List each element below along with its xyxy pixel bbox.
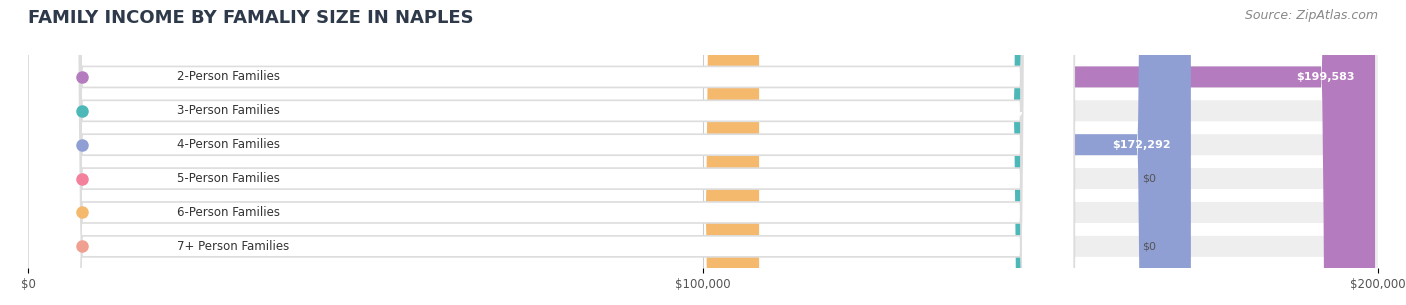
FancyBboxPatch shape: [28, 0, 1191, 305]
FancyBboxPatch shape: [28, 0, 1074, 305]
FancyBboxPatch shape: [28, 0, 1378, 305]
FancyBboxPatch shape: [28, 0, 1074, 305]
Text: 3-Person Families: 3-Person Families: [177, 104, 280, 117]
FancyBboxPatch shape: [28, 0, 1074, 305]
Text: 5-Person Families: 5-Person Families: [177, 172, 280, 185]
FancyBboxPatch shape: [28, 0, 1074, 305]
Text: $153,958: $153,958: [988, 106, 1047, 116]
Text: $0: $0: [1142, 174, 1156, 184]
Text: Source: ZipAtlas.com: Source: ZipAtlas.com: [1244, 9, 1378, 22]
FancyBboxPatch shape: [28, 0, 1375, 305]
FancyBboxPatch shape: [28, 0, 1067, 305]
FancyBboxPatch shape: [28, 0, 1074, 305]
Text: $199,583: $199,583: [1296, 72, 1355, 82]
Text: FAMILY INCOME BY FAMALIY SIZE IN NAPLES: FAMILY INCOME BY FAMALIY SIZE IN NAPLES: [28, 9, 474, 27]
Text: 6-Person Families: 6-Person Families: [177, 206, 280, 219]
FancyBboxPatch shape: [28, 0, 1074, 305]
FancyBboxPatch shape: [28, 0, 1378, 305]
FancyBboxPatch shape: [28, 0, 1378, 305]
Text: 2-Person Families: 2-Person Families: [177, 70, 280, 84]
Text: 7+ Person Families: 7+ Person Families: [177, 240, 288, 253]
FancyBboxPatch shape: [28, 0, 759, 305]
Text: $172,292: $172,292: [1112, 140, 1171, 150]
Text: $108,315: $108,315: [681, 207, 740, 217]
Text: $0: $0: [1142, 241, 1156, 251]
FancyBboxPatch shape: [28, 0, 1378, 305]
FancyBboxPatch shape: [28, 0, 1378, 305]
FancyBboxPatch shape: [28, 0, 1378, 305]
Text: 4-Person Families: 4-Person Families: [177, 138, 280, 151]
